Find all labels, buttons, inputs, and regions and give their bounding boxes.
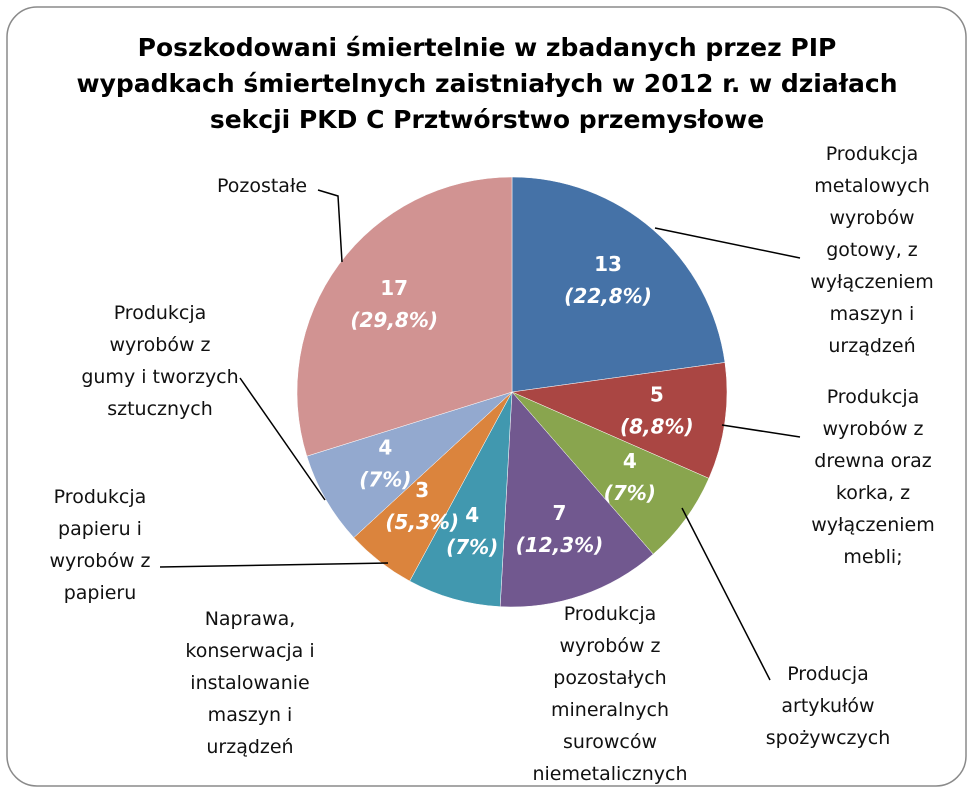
pie-slice [499,391,654,608]
leader-line [721,424,801,438]
percentage-label: (7%) [359,468,411,492]
category-label: Produkcja metalowych wyrobów gotowy, z w… [810,143,934,357]
percentage-label: (8,8%) [620,415,694,439]
leader-line [239,377,326,501]
value-label: 13 [594,252,622,276]
category-label: Produkcja papieru i wyrobów z papieru [49,486,151,604]
percentage-label: (7%) [446,535,498,559]
value-label: 4 [378,436,392,460]
value-label: 4 [623,449,637,473]
chart-title: Poszkodowani śmiertelnie w zbadanych prz… [76,33,898,134]
leader-line [681,507,771,681]
leader-line [317,189,343,263]
value-label: 7 [553,501,567,525]
category-label: Produkcja wyrobów z drewna oraz korka, z… [811,386,935,568]
value-label: 17 [380,276,408,300]
category-label: Pozostałe [216,175,308,197]
percentage-label: (22,8%) [564,284,652,308]
pie-slice [511,362,728,479]
value-label: 3 [415,478,429,502]
value-label: 5 [650,383,664,407]
category-label: Naprawa, konserwacja i instalowanie masz… [185,608,315,758]
pie-slice [511,176,726,393]
percentage-label: (7%) [604,481,656,505]
pie-slice [296,176,513,457]
value-label: 4 [465,503,479,527]
leader-line [159,562,389,568]
category-label: Produkcja wyrobów z pozostałych mineraln… [532,603,688,785]
percentage-label: (12,3%) [516,533,604,557]
category-label: Produkcja wyrobów z gumy i tworzych sztu… [81,302,239,420]
category-label: Producja artykułów spożywczych [765,663,891,749]
percentage-label: (29,8%) [350,308,438,332]
leader-line [654,227,801,259]
percentage-label: (5,3%) [385,510,459,534]
